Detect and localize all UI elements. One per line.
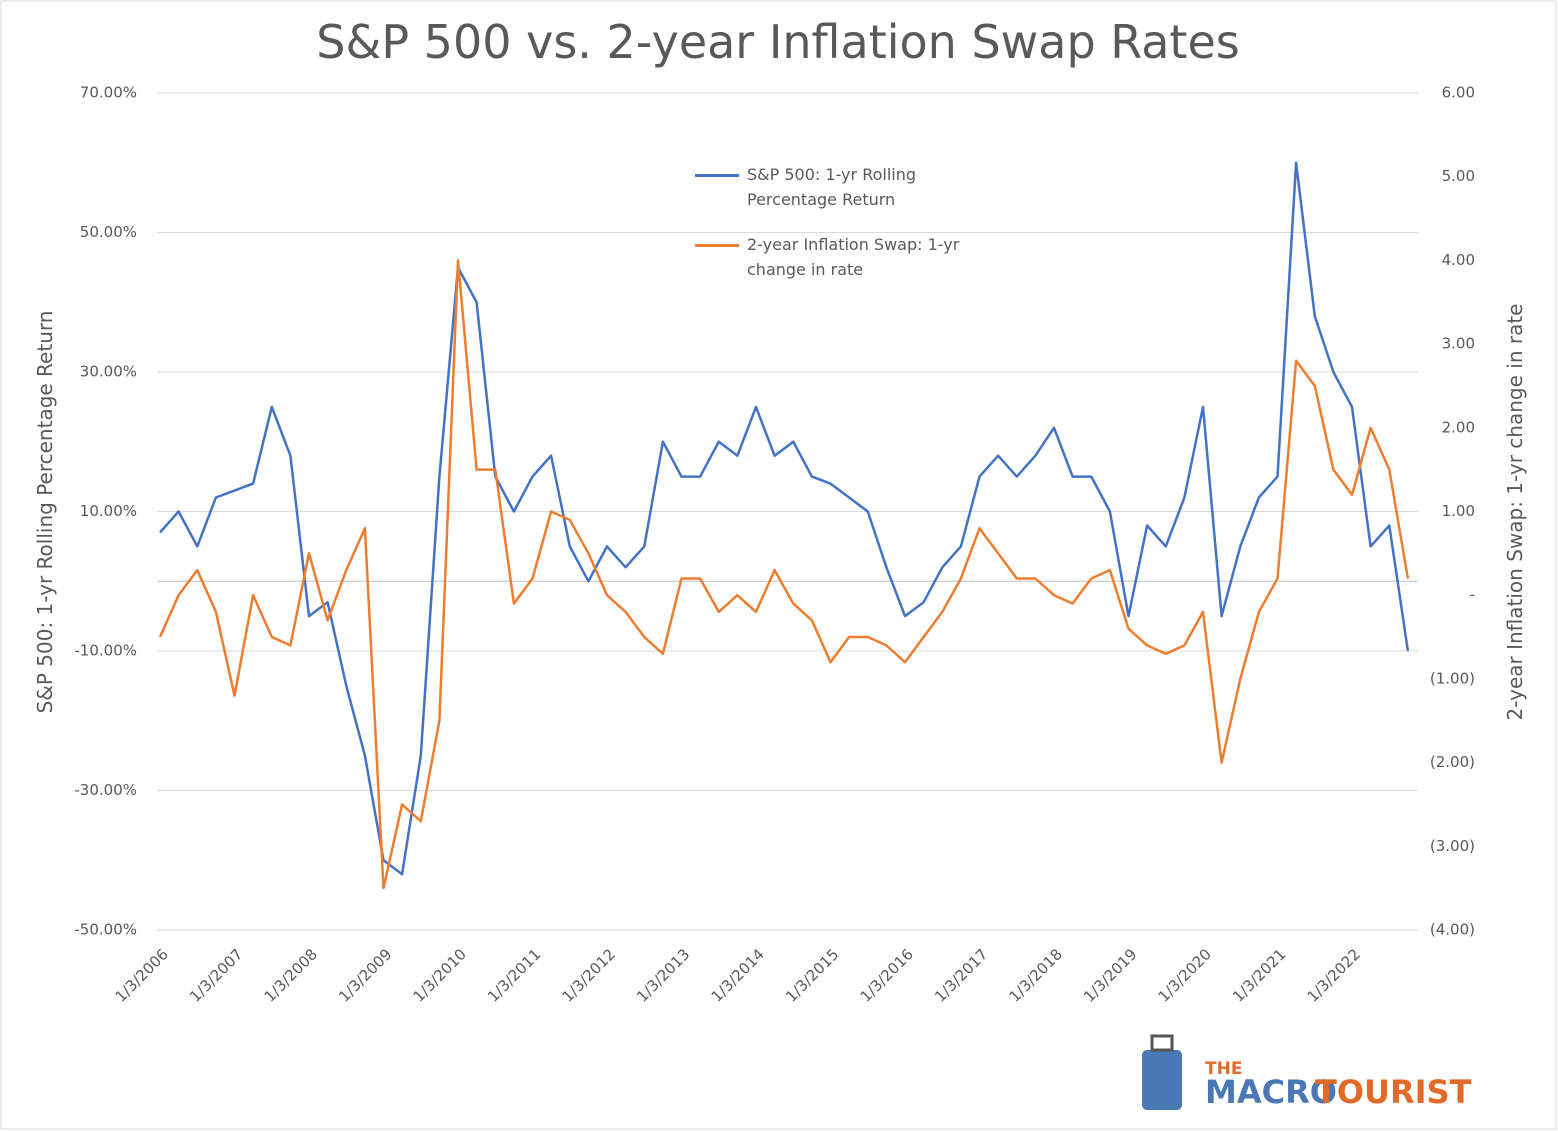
legend-label: 2-year Inflation Swap: 1-yr change in ra… [747, 235, 960, 279]
y2-tick-label: (4.00) [1430, 921, 1475, 939]
y2-tick-label: - [1470, 586, 1475, 604]
logo-icon [1142, 1050, 1182, 1110]
y2-tick-label: (2.00) [1430, 753, 1475, 771]
legend-item: 2-year Inflation Swap: 1-yr change in ra… [695, 232, 985, 282]
y-tick-label: 10.00% [80, 502, 137, 520]
y-axis-title: S&P 500: 1-yr Rolling Percentage Return [33, 311, 57, 714]
y2-tick-label: 5.00 [1442, 167, 1475, 185]
y-tick-label: 30.00% [80, 363, 137, 381]
y2-tick-label: (1.00) [1430, 669, 1475, 687]
logo-text: MACRO [1205, 1073, 1337, 1111]
legend-swatch [695, 174, 739, 177]
legend-label: S&P 500: 1-yr Rolling Percentage Return [747, 165, 917, 209]
line-series [159, 161, 1410, 876]
chart-title: S&P 500 vs. 2-year Inflation Swap Rates [316, 15, 1239, 69]
y-tick-label: -50.00% [74, 921, 137, 939]
y2-tick-label: 4.00 [1442, 251, 1475, 269]
logo-text: THE [1205, 1059, 1242, 1079]
y-tick-label: -30.00% [74, 781, 137, 799]
logo-text: TOURIST [1315, 1073, 1472, 1111]
y2-tick-label: (3.00) [1430, 837, 1475, 855]
y2-tick-label: 1.00 [1442, 502, 1475, 520]
logo: THE MACRO TOURIST [1142, 1034, 1472, 1111]
y-tick-label: 70.00% [80, 84, 137, 102]
y2-axis-title: 2-year Inflation Swap: 1-yr change in ra… [1503, 304, 1527, 721]
y-tick-label: -10.00% [74, 642, 137, 660]
legend-item: S&P 500: 1-yr Rolling Percentage Return [695, 162, 985, 212]
y2-tick-label: 6.00 [1442, 84, 1475, 102]
y-tick-label: 50.00% [80, 223, 137, 241]
logo-handle [1150, 1034, 1174, 1052]
y2-tick-label: 2.00 [1442, 418, 1475, 436]
legend-swatch [695, 244, 739, 247]
legend: S&P 500: 1-yr Rolling Percentage Return 2… [695, 162, 985, 302]
line-series [158, 259, 1410, 890]
y2-tick-label: 3.00 [1442, 335, 1475, 353]
